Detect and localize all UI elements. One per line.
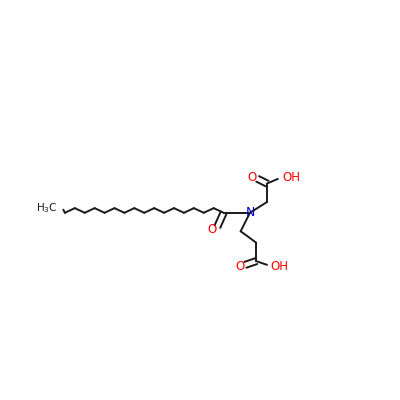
- Text: OH: OH: [282, 172, 300, 184]
- Text: O: O: [236, 260, 245, 272]
- Text: O: O: [207, 223, 216, 236]
- Text: N: N: [245, 206, 255, 219]
- Text: O: O: [248, 172, 257, 184]
- Text: OH: OH: [270, 260, 288, 272]
- Text: H$_3$C: H$_3$C: [36, 201, 58, 215]
